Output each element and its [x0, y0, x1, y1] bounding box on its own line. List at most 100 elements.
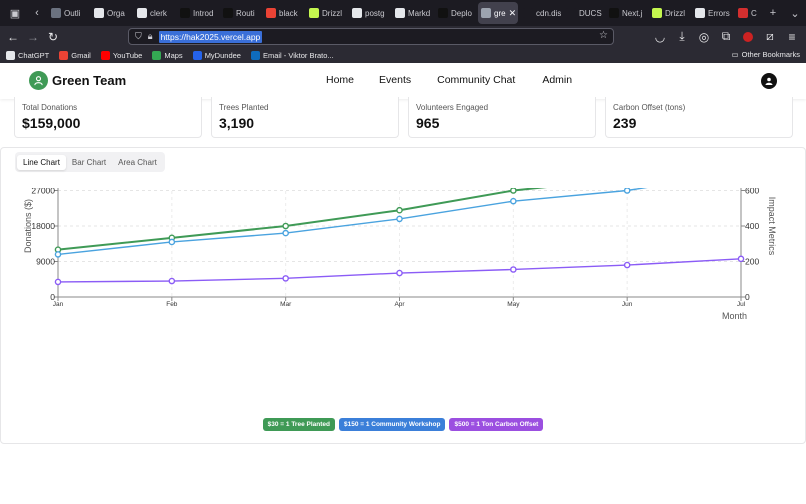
browser-tab[interactable]: DUCS - W — [563, 2, 604, 24]
tab-area-chart[interactable]: Area Chart — [118, 157, 157, 167]
favicon-icon — [395, 8, 405, 18]
favicon-icon — [137, 8, 147, 18]
favicon-icon — [352, 8, 362, 18]
bookmark-item[interactable]: Email - Viktor Brato... — [250, 50, 334, 60]
app-menu-icon[interactable]: ≡ — [788, 29, 796, 44]
lock-icon[interactable]: 🔒︎ — [147, 31, 153, 41]
bookmark-label: Maps — [164, 50, 183, 60]
user-avatar[interactable] — [761, 73, 777, 89]
favicon-icon — [94, 8, 104, 18]
bookmark-label: ChatGPT — [18, 50, 50, 60]
browser-tab[interactable]: Orga — [91, 2, 132, 24]
extensions-menu-icon[interactable]: ⧄ — [766, 29, 774, 43]
impact-line-chart: 090001800027000360000200400600800JanFebM… — [23, 188, 777, 321]
stat-value: $159,000 — [22, 115, 81, 131]
browser-tab-label: black — [279, 8, 298, 18]
bookmark-label: Email - Viktor Brato... — [262, 50, 334, 60]
bookmark-item[interactable]: Maps — [152, 50, 183, 60]
nav-home[interactable]: Home — [326, 74, 355, 86]
bookmark-item[interactable]: ChatGPT — [6, 50, 50, 60]
nav-community-chat[interactable]: Community Chat — [437, 74, 516, 86]
browser-tab[interactable]: C — [735, 2, 776, 24]
data-point-volunteersEngaged — [282, 275, 289, 282]
favicon-icon — [100, 50, 110, 60]
sidebar-toggle-icon[interactable]: ▣ — [9, 7, 21, 20]
data-point-treesPlanted — [510, 197, 517, 205]
data-point-treesPlanted — [623, 188, 631, 194]
bookmark-item[interactable]: MyDundee — [192, 50, 241, 60]
favicon-icon — [180, 8, 190, 18]
favicon-icon — [695, 8, 705, 18]
bookmark-item[interactable]: YouTube — [100, 50, 142, 60]
bookmark-star-icon[interactable]: ☆ — [599, 30, 608, 41]
browser-tab[interactable]: clerk — [134, 2, 175, 24]
stat-card-donations: Total Donations $159,000 — [14, 97, 202, 138]
y-axis-title-right: Impact Metrics — [767, 197, 777, 256]
browser-tab[interactable]: black — [263, 2, 304, 24]
browser-tab[interactable]: cdn.disco — [520, 2, 561, 24]
browser-tab[interactable]: Introd — [177, 2, 218, 24]
info-badge: $500 = 1 Ton Carbon Offset — [449, 418, 544, 431]
browser-tab-label: clerk — [150, 8, 167, 18]
browser-tab-label: Next.j — [622, 8, 643, 18]
brand-name[interactable]: Green Team — [52, 73, 127, 88]
nav-admin[interactable]: Admin — [542, 74, 573, 86]
favicon-icon — [266, 8, 276, 18]
browser-tab[interactable]: postg — [349, 2, 390, 24]
browser-tab[interactable]: Markd — [392, 2, 433, 24]
y-tick-label-right: 200 — [745, 257, 759, 267]
y-axis-title-left: Donations ($) — [23, 199, 33, 253]
forward-arrow-icon[interactable]: → — [27, 29, 39, 44]
tab-list-icon[interactable]: ⌄ — [790, 7, 800, 20]
browser-tab[interactable]: gre ✕ — [478, 2, 518, 24]
tab-bar-chart[interactable]: Bar Chart — [71, 157, 107, 167]
other-bookmarks[interactable]: ▭ Other Bookmarks — [732, 50, 800, 59]
x-tick-label: Jun — [622, 301, 633, 308]
close-tab-icon[interactable]: ✕ — [508, 7, 517, 18]
browser-tab-label: postg — [365, 8, 385, 18]
browser-nav-bar: ← → ↻ ⛉ 🔒︎ https://hak2025.vercel.app ☆ … — [0, 26, 806, 47]
extension-icon[interactable]: ◎ — [698, 29, 710, 44]
browser-tab-label: gre — [494, 8, 506, 18]
browser-tab[interactable]: Deplo — [435, 2, 476, 24]
bookmark-label: MyDundee — [204, 50, 241, 60]
new-tab-icon[interactable]: + — [769, 7, 777, 19]
shield-icon[interactable]: ⛉ — [135, 31, 142, 41]
stat-card-volunteers: Volunteers Engaged 965 — [408, 97, 596, 138]
stat-label: Total Donations — [22, 103, 78, 112]
x-tick-label: May — [507, 301, 520, 308]
y-tick-label-left: 0 — [50, 292, 55, 302]
browser-tab[interactable]: Drizzl — [306, 2, 347, 24]
folder-icon: ▭ — [731, 50, 739, 59]
bookmark-label: Gmail — [71, 50, 91, 60]
bookmark-item[interactable]: Gmail — [59, 50, 91, 60]
ublock-icon[interactable] — [738, 27, 758, 47]
data-point-volunteersEngaged — [737, 255, 745, 263]
nav-events[interactable]: Events — [379, 74, 412, 86]
browser-tab[interactable]: Drizzl — [649, 2, 690, 24]
puzzle-icon[interactable]: ⧉ — [721, 29, 731, 43]
browser-tab[interactable]: Outli — [48, 2, 89, 24]
url-text[interactable]: https://hak2025.vercel.app — [158, 30, 263, 43]
tab-line-chart[interactable]: Line Chart — [17, 154, 66, 170]
favicon-icon — [738, 8, 748, 18]
stat-value: 3,190 — [219, 115, 255, 131]
browser-tab[interactable]: Errors — [692, 2, 733, 24]
back-arrow-icon[interactable]: ← — [7, 29, 19, 44]
tab-scroll-left-icon[interactable]: ‹ — [35, 7, 39, 19]
y-tick-label-left: 9000 — [36, 257, 55, 267]
browser-tab-label: Routi — [236, 8, 255, 18]
browser-tab-label: Outli — [64, 8, 81, 18]
favicon-icon — [223, 8, 233, 18]
address-bar[interactable]: ⛉ 🔒︎ https://hak2025.vercel.app ☆ — [128, 28, 614, 45]
people-icon[interactable] — [29, 71, 48, 90]
download-icon[interactable]: ⤓ — [679, 29, 685, 43]
x-tick-label: Feb — [166, 301, 178, 308]
data-point-volunteersEngaged — [168, 277, 176, 285]
reload-icon[interactable]: ↻ — [47, 29, 59, 44]
browser-tab[interactable]: Next.j — [606, 2, 647, 24]
y-tick-label-right: 0 — [745, 292, 750, 302]
pocket-icon[interactable]: ◡ — [654, 29, 666, 44]
favicon-icon — [566, 8, 576, 18]
browser-tab[interactable]: Routi — [220, 2, 261, 24]
